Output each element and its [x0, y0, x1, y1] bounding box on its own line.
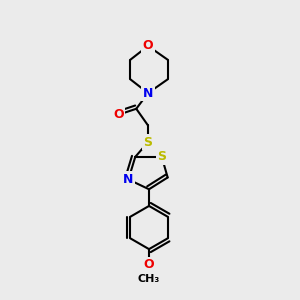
Text: S: S [143, 136, 152, 148]
Text: S: S [157, 150, 166, 164]
Text: O: O [143, 40, 153, 52]
Text: O: O [144, 258, 154, 271]
Text: O: O [113, 108, 124, 121]
Text: N: N [123, 173, 134, 186]
Text: N: N [143, 87, 153, 100]
Text: CH₃: CH₃ [138, 274, 160, 284]
